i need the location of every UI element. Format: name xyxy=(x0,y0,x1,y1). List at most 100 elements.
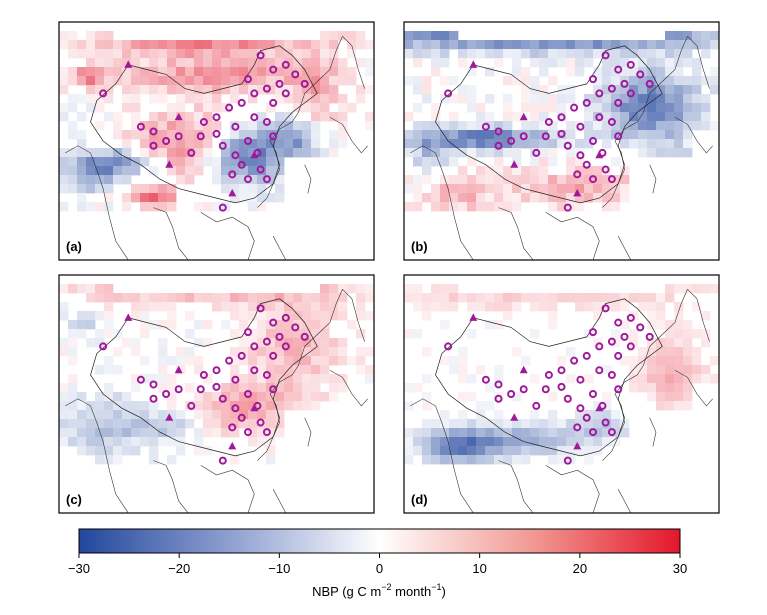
colorbar-tick-label: 20 xyxy=(573,561,587,576)
grid-cell xyxy=(284,130,294,140)
grid-cell xyxy=(293,94,303,104)
site-circle-marker xyxy=(557,366,566,375)
grid-cell xyxy=(176,76,186,86)
grid-cell xyxy=(674,284,684,294)
grid-cell xyxy=(365,293,374,303)
grid-cell xyxy=(638,103,648,113)
grid-cell xyxy=(104,40,114,50)
grid-cell xyxy=(104,383,114,393)
grid-cell xyxy=(257,184,267,194)
grid-cell xyxy=(683,103,693,113)
grid-cell xyxy=(68,157,78,167)
coastline xyxy=(200,212,255,260)
grid-cell xyxy=(449,437,459,447)
grid-cell xyxy=(365,67,374,77)
grid-cell xyxy=(512,302,522,312)
grid-cell xyxy=(104,419,114,429)
grid-cell xyxy=(176,67,186,77)
grid-cell xyxy=(77,112,87,122)
grid-cell xyxy=(158,85,168,95)
grid-cell xyxy=(59,347,69,357)
grid-cell xyxy=(284,392,294,402)
grid-cell xyxy=(176,437,186,447)
grid-cell xyxy=(140,419,150,429)
grid-cell xyxy=(530,112,540,122)
grid-cell xyxy=(86,58,96,68)
grid-cell xyxy=(113,428,123,438)
grid-cell xyxy=(140,76,150,86)
site-circle-marker xyxy=(149,141,158,150)
grid-cell xyxy=(620,67,630,77)
grid-cell xyxy=(167,148,177,158)
grid-cell xyxy=(266,166,276,176)
grid-cell xyxy=(629,121,639,131)
grid-cell xyxy=(602,166,612,176)
grid-cell xyxy=(248,58,258,68)
grid-cell xyxy=(683,284,693,294)
grid-cell xyxy=(329,293,339,303)
site-circle-marker xyxy=(244,328,252,337)
grid-cell xyxy=(602,392,612,402)
grid-cell xyxy=(458,202,468,212)
site-circle-marker xyxy=(576,375,585,384)
grid-cell xyxy=(266,374,276,384)
grid-cell xyxy=(431,193,441,203)
grid-cell xyxy=(602,121,612,131)
grid-cell xyxy=(104,31,114,41)
grid-cell xyxy=(176,410,186,420)
grid-cell xyxy=(347,40,357,50)
grid-cell xyxy=(593,302,603,312)
site-circle-marker xyxy=(149,127,158,136)
coastline xyxy=(649,417,657,447)
grid-cell xyxy=(95,338,105,348)
grid-cell xyxy=(494,437,504,447)
grid-cell xyxy=(131,40,141,50)
grid-cell xyxy=(230,139,240,149)
grid-cell xyxy=(566,166,576,176)
grid-cell xyxy=(311,139,321,149)
grid-cell xyxy=(503,184,513,194)
grid-cell xyxy=(320,148,330,158)
grid-cell xyxy=(185,166,195,176)
grid-cell xyxy=(59,437,69,447)
grid-cell xyxy=(275,392,285,402)
grid-cell xyxy=(566,85,576,95)
grid-cell xyxy=(212,94,222,104)
site-circle-marker xyxy=(300,79,309,88)
grid-cell xyxy=(311,130,321,140)
site-circle-marker xyxy=(626,89,635,98)
grid-cell xyxy=(212,392,222,402)
grid-cell xyxy=(485,437,495,447)
grid-cell xyxy=(122,338,132,348)
grid-cell xyxy=(68,410,78,420)
grid-cell xyxy=(413,121,423,131)
site-circle-marker xyxy=(174,385,183,394)
grid-cell xyxy=(140,184,150,194)
grid-cell xyxy=(647,112,657,122)
grid-cell xyxy=(404,202,414,212)
grid-cell xyxy=(212,157,222,167)
grid-cell xyxy=(113,446,123,456)
site-circle-marker xyxy=(541,385,550,394)
grid-cell xyxy=(494,320,504,330)
grid-cell xyxy=(284,329,294,339)
grid-cell xyxy=(620,302,630,312)
grid-cell xyxy=(275,347,285,357)
grid-cell xyxy=(158,193,168,203)
grid-cell xyxy=(485,419,495,429)
grid-cell xyxy=(521,455,531,465)
grid-cell xyxy=(647,338,657,348)
grid-cell xyxy=(458,356,468,366)
grid-cell xyxy=(185,94,195,104)
grid-cell xyxy=(311,311,321,321)
grid-cell xyxy=(275,410,285,420)
grid-cell xyxy=(356,302,366,312)
grid-cell xyxy=(95,148,105,158)
grid-cell xyxy=(158,410,168,420)
grid-cell xyxy=(656,94,666,104)
grid-cell xyxy=(239,40,249,50)
grid-cell xyxy=(167,76,177,86)
grid-cell xyxy=(584,184,594,194)
grid-cell xyxy=(602,419,612,429)
grid-cell xyxy=(485,184,495,194)
